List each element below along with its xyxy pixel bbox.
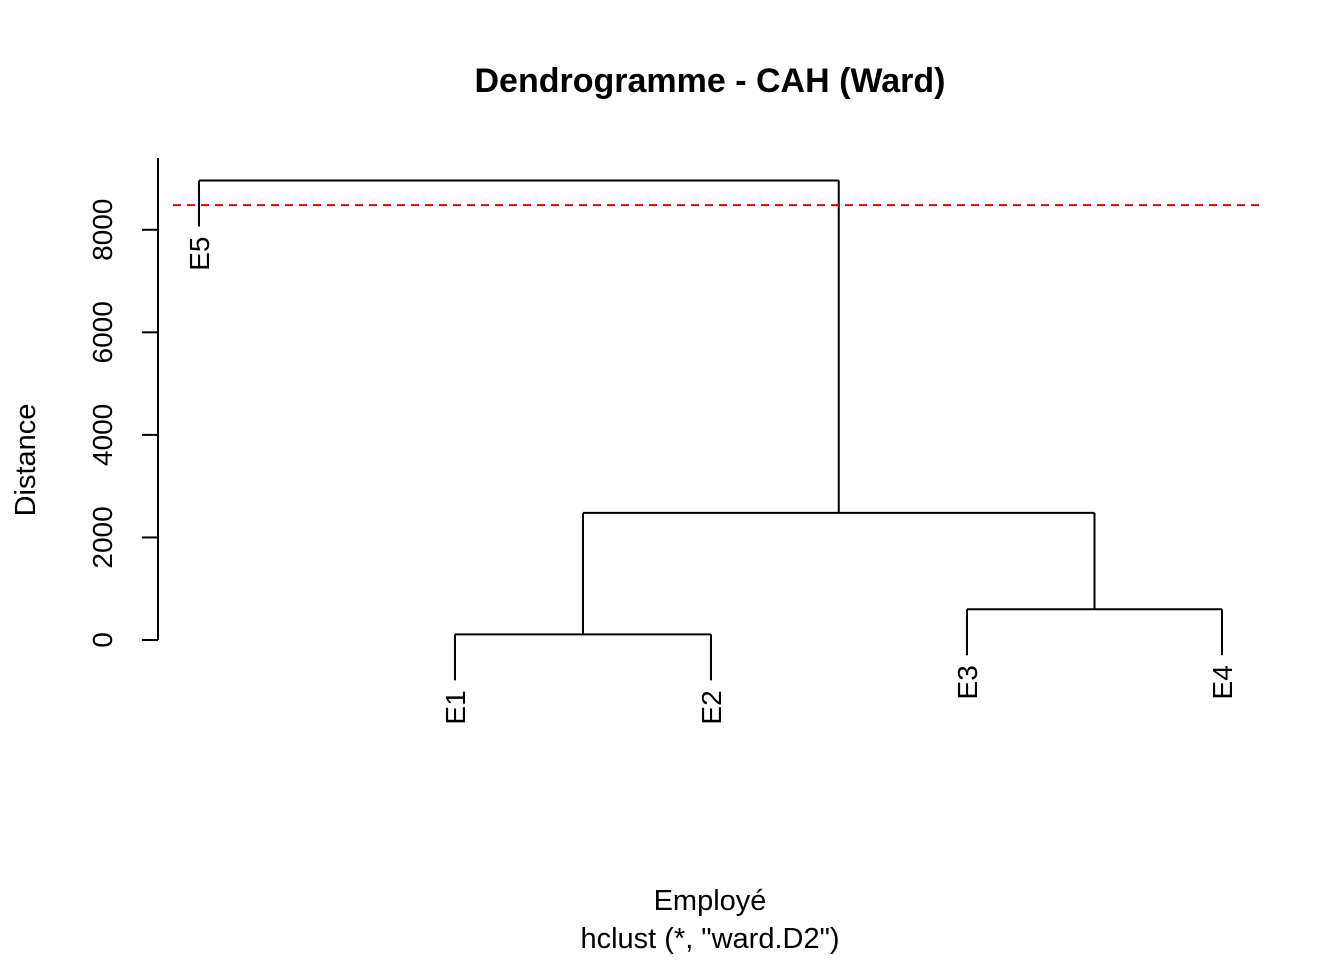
x-axis-sublabel: hclust (*, "ward.D2") <box>580 923 839 955</box>
y-tick-label: 4000 <box>87 404 118 466</box>
leaf-label-e5: E5 <box>184 237 215 271</box>
dendrogram-tree <box>173 179 1262 681</box>
x-axis-label: Employé <box>654 885 767 917</box>
leaf-labels: E5 E1 E2 E3 E4 <box>184 237 1238 725</box>
leaf-label-e3: E3 <box>952 665 983 699</box>
y-tick-label: 2000 <box>87 506 118 568</box>
y-tick-label: 6000 <box>87 301 118 363</box>
leaf-label-e1: E1 <box>440 690 471 724</box>
leaf-label-e2: E2 <box>696 690 727 724</box>
y-axis: 0 2000 4000 6000 8000 <box>87 158 159 648</box>
y-axis-label: Distance <box>10 404 42 517</box>
y-tick-label: 8000 <box>87 199 118 261</box>
chart-title: Dendrogramme - CAH (Ward) <box>475 62 946 100</box>
leaf-label-e4: E4 <box>1207 665 1238 699</box>
y-tick-label: 0 <box>87 632 118 648</box>
